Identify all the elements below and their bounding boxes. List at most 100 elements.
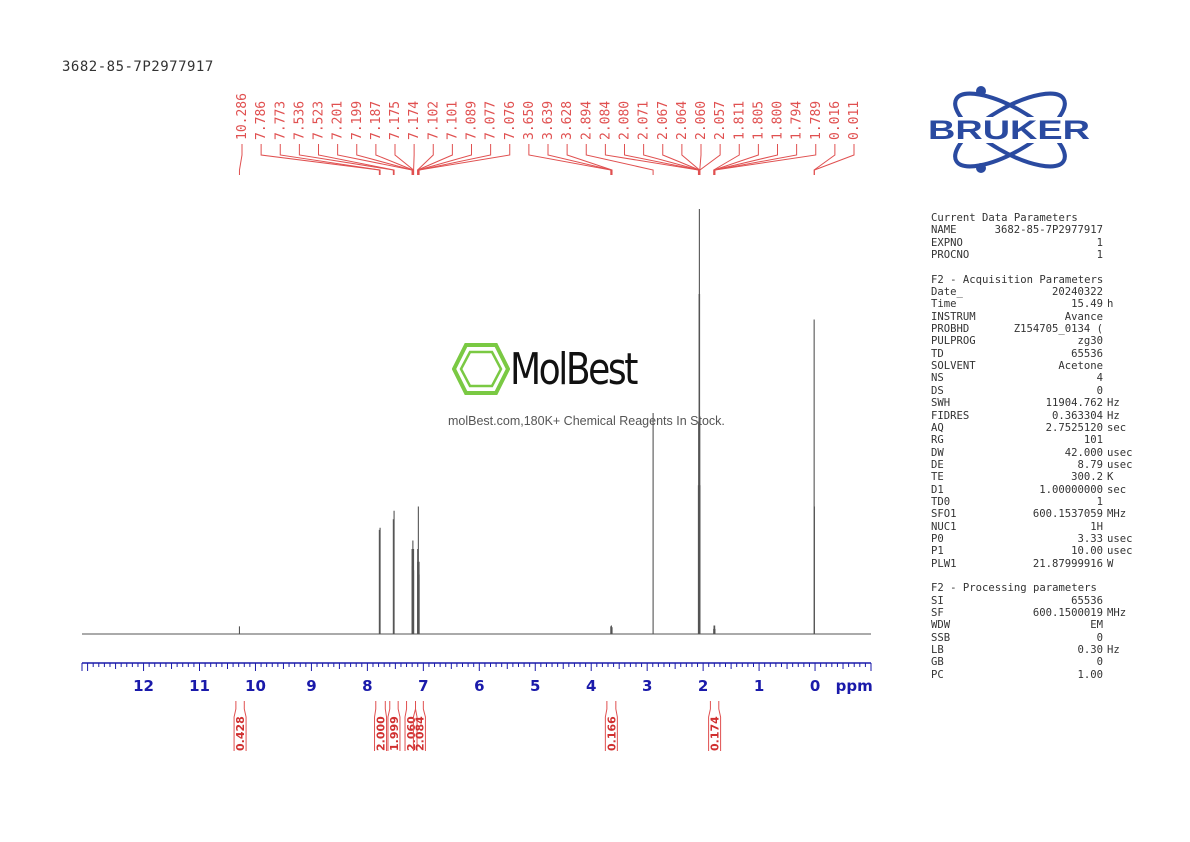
peak-label: 2.894 [579, 101, 594, 140]
param-row: NAME 3682-85-7P2977917 [931, 224, 1141, 236]
peak-label-leader [566, 144, 613, 175]
param-value: 15.49 [1071, 298, 1103, 311]
param-row: TE 300.2 K [931, 471, 1141, 483]
bruker-logo-text: BRUKER [928, 115, 1090, 145]
param-row: LB 0.30 Hz [931, 644, 1141, 656]
param-row: RG 101 [931, 434, 1141, 446]
peak-label: 2.064 [675, 101, 690, 140]
axis-tick-label: 1 [754, 677, 764, 695]
peak-label: 2.084 [598, 101, 613, 140]
peak-label-leader [662, 144, 700, 175]
param-row: SF 600.1500019 MHz [931, 607, 1141, 619]
peak-label: 7.089 [465, 101, 480, 140]
param-row: Date_ 20240322 [931, 286, 1141, 298]
axis-tick-label: 10 [245, 677, 266, 695]
param-row: NUC1 1H [931, 521, 1141, 533]
integral-bracket [604, 701, 618, 751]
integral-value: 2.000 [375, 716, 388, 751]
peak-label-leader [681, 144, 701, 175]
param-value: Avance [1064, 310, 1103, 323]
param-value: 0 [1096, 384, 1103, 397]
peak-label: 0.011 [847, 101, 862, 140]
param-row: P0 3.33 usec [931, 533, 1141, 545]
param-key: FIDRES [931, 409, 970, 422]
param-row: SSB 0 [931, 632, 1141, 644]
peak-label: 7.076 [503, 101, 518, 140]
spectrum-layer [82, 209, 871, 635]
param-row: EXPNO 1 [931, 237, 1141, 249]
param-value: 3.33 [1077, 532, 1103, 545]
peak-label-leader [375, 144, 414, 175]
param-row: FIDRES 0.363304 Hz [931, 410, 1141, 422]
param-row: GB 0 [931, 656, 1141, 668]
param-key: SFO1 [931, 508, 957, 521]
peak-label-leader [418, 144, 511, 175]
peak-label: 7.786 [254, 101, 269, 140]
peak-label: 3.639 [541, 101, 556, 140]
param-unit: K [1107, 471, 1114, 484]
peak-label: 3.650 [522, 101, 537, 140]
param-row: P1 10.00 usec [931, 545, 1141, 557]
peak-label: 1.811 [732, 101, 747, 140]
param-key: AQ [931, 421, 944, 434]
watermark-name: MolBest [510, 344, 638, 395]
peak-label: 1.800 [771, 101, 786, 140]
param-unit: Hz [1107, 409, 1120, 422]
param-key: P0 [931, 532, 944, 545]
param-value: Acetone [1058, 360, 1103, 373]
axis-tick-label: 9 [306, 677, 316, 695]
peak-label-leader [713, 144, 740, 175]
peak-label-leader [279, 144, 381, 175]
peak-label-leader [604, 144, 699, 175]
param-key: WDW [931, 619, 951, 632]
param-value: 600.1500019 [1032, 607, 1103, 619]
param-row: PROBHD Z154705_0134 ( [931, 323, 1141, 335]
axis-tick-label: 7 [418, 677, 428, 695]
axis-tick-label: 2 [698, 677, 708, 695]
peak-label-leader [624, 144, 700, 175]
peak-label: 7.199 [350, 101, 365, 140]
peak-label: 3.628 [560, 101, 575, 140]
axis-tick-label: 3 [642, 677, 652, 695]
param-key: NAME [931, 224, 957, 237]
param-key: PROCNO [931, 249, 970, 262]
param-value: 300.2 [1071, 471, 1103, 484]
param-key: SI [931, 594, 944, 607]
param-unit: MHz [1107, 607, 1127, 619]
param-key: Time [931, 298, 957, 311]
param-row: PLW1 21.87999916 W [931, 558, 1141, 570]
peak-label-leader [394, 144, 415, 175]
param-row: PULPROG zg30 [931, 335, 1141, 347]
integral-bracket [374, 701, 388, 751]
param-unit: W [1107, 557, 1114, 570]
peak-label-leader [318, 144, 395, 175]
param-unit: Hz [1107, 397, 1120, 410]
param-row: SI 65536 [931, 595, 1141, 607]
param-key: NUC1 [931, 520, 957, 533]
peak-label: 2.067 [656, 101, 671, 140]
param-key: PC [931, 668, 944, 681]
param-key: SSB [931, 631, 951, 644]
param-value: 0 [1096, 631, 1103, 644]
param-value: 11904.762 [1045, 397, 1103, 410]
integral-bracket [387, 701, 401, 751]
peak-label-leader [699, 144, 721, 175]
param-row: SWH 11904.762 Hz [931, 397, 1141, 409]
peak-label: 1.805 [751, 101, 766, 140]
param-value: 10.00 [1071, 545, 1103, 558]
param-key: RG [931, 434, 944, 447]
param-value: 0.363304 [1051, 409, 1103, 422]
peak-label: 10.286 [235, 93, 250, 140]
peak-label-leader [547, 144, 612, 175]
param-value: 42.000 [1064, 446, 1103, 459]
peak-label-leader [813, 144, 855, 175]
param-key: SF [931, 607, 944, 619]
peak-label-leader [260, 144, 380, 175]
param-key: DE [931, 458, 944, 471]
peak-label-leader [413, 144, 415, 175]
integral-bracket [412, 701, 426, 751]
axis-tick-label: 8 [362, 677, 372, 695]
param-key: PULPROG [931, 335, 976, 348]
param-unit: Hz [1107, 644, 1120, 657]
